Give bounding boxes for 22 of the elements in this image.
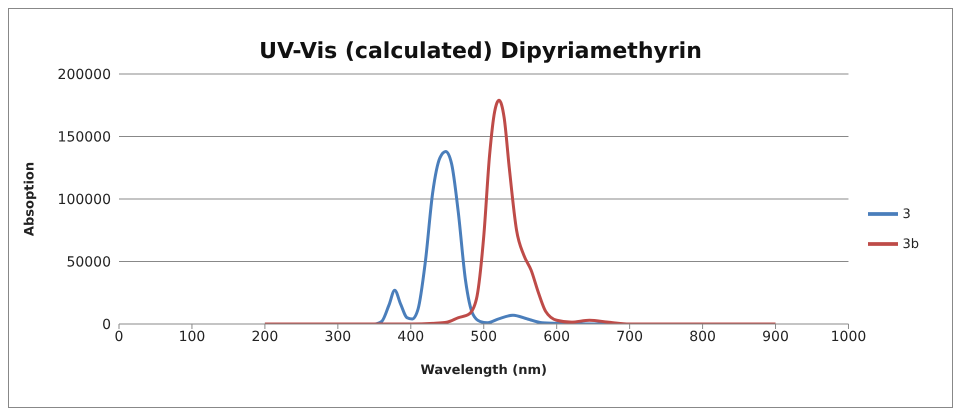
y-axis-title: Absoption xyxy=(22,162,38,236)
x-tick-label: 400 xyxy=(397,328,424,345)
y-tick-label: 50000 xyxy=(66,254,111,270)
x-tick-label: 200 xyxy=(252,328,278,345)
y-tick-label: 150000 xyxy=(58,129,111,146)
x-tick-label: 500 xyxy=(470,328,498,345)
chart-title: UV-Vis (calculated) Dipyriamethyrin xyxy=(258,39,703,64)
line-series xyxy=(263,98,778,324)
x-tick-label: 800 xyxy=(689,328,716,345)
x-tick-label: 1000 xyxy=(830,328,866,345)
x-tick-label: 300 xyxy=(324,328,352,345)
legend-label: 3 xyxy=(902,207,911,222)
y-tick-label: 200000 xyxy=(58,66,111,83)
x-tick-label: 0 xyxy=(114,328,124,345)
x-axis-title: Wavelength (nm) xyxy=(420,363,547,378)
x-tick-label: 600 xyxy=(543,328,570,345)
y-tick-label: 100000 xyxy=(58,192,111,208)
x-tick-label: 900 xyxy=(762,328,789,345)
x-tick-label: 700 xyxy=(616,328,643,345)
x-tick-label: 100 xyxy=(178,328,206,345)
legend-label: 3b xyxy=(902,237,919,252)
y-tick-label: 0 xyxy=(102,316,111,333)
